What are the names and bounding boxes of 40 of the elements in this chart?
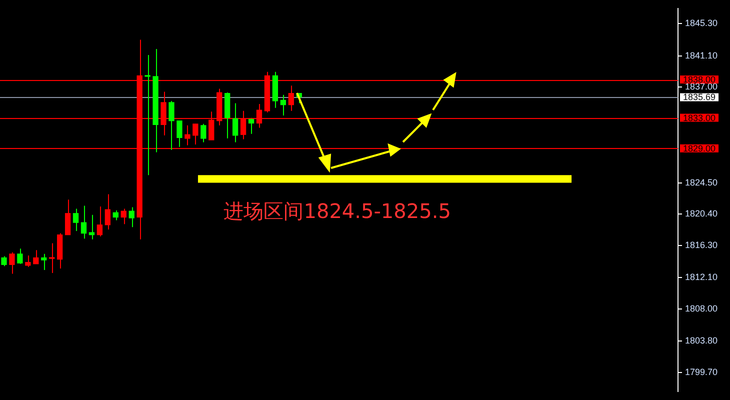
candlestick (184, 124, 190, 146)
candlestick (112, 210, 118, 221)
candlestick (49, 242, 55, 274)
ref-line-label: 1838.00 (683, 74, 716, 85)
candlestick (232, 102, 238, 143)
candlestick (280, 94, 286, 116)
candlestick (192, 123, 198, 146)
y-tick-label: 1812.10 (685, 272, 718, 282)
annotation: 进场区间1824.5-1825.5 (224, 199, 451, 224)
candlestick (96, 206, 103, 237)
y-tick-label: 1799.70 (685, 366, 718, 377)
candlestick (72, 208, 79, 232)
y-tick-label: 1841.10 (685, 50, 718, 60)
ref-line-label: 1835.69 (683, 92, 716, 102)
ref-line-label: 1833.00 (683, 112, 716, 123)
y-tick-label: 1816.30 (685, 240, 718, 250)
y-tick-label: 1820.40 (685, 208, 718, 219)
candlestick (128, 206, 134, 228)
candlestick (41, 253, 47, 270)
candlestick (168, 100, 174, 150)
candlestick (25, 254, 31, 268)
candlestick (33, 250, 39, 264)
ref-line-label: 1829.00 (683, 143, 716, 154)
candlestick (176, 120, 182, 148)
y-tick-label: 1845.30 (685, 18, 718, 28)
candlestick (144, 54, 150, 176)
candlestick (17, 248, 23, 264)
candlestick (64, 199, 71, 236)
y-tick-label: 1824.50 (685, 177, 718, 188)
candlestick (200, 123, 206, 143)
candlestick (80, 205, 87, 240)
candlestick (288, 85, 294, 112)
candlestick (9, 252, 15, 274)
y-tick-label: 1808.00 (685, 303, 718, 314)
candlestick (1, 256, 7, 267)
candlestick (248, 118, 254, 134)
y-tick-label: 1803.80 (685, 336, 718, 346)
candlestick (120, 208, 126, 225)
candlestick (88, 214, 95, 240)
candlestick (104, 194, 111, 230)
